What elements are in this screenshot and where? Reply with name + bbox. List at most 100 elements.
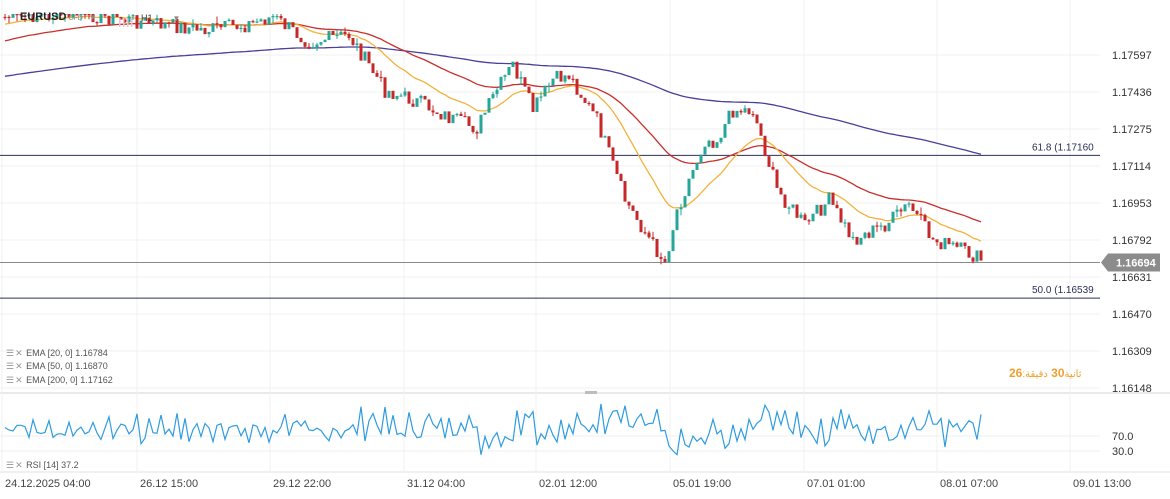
close-icon[interactable]: ✕ [15, 375, 22, 385]
candle-body [203, 27, 207, 35]
x-tick-label: 05.01 19:00 [673, 478, 731, 490]
candle-body [123, 19, 127, 23]
candle-body [391, 90, 395, 99]
y-tick-label: 1.16631 [1112, 272, 1152, 284]
candle-body [131, 15, 135, 17]
candle-body [295, 27, 299, 38]
candle-body [399, 95, 403, 97]
candle-body [971, 257, 975, 262]
chevron-down-icon[interactable]: ▼ [88, 13, 97, 22]
indicator-ema50[interactable]: ☰ ✕ EMA [50, 0] 1.16870 [6, 361, 108, 372]
candle-body [583, 97, 587, 103]
close-icon[interactable]: ✕ [15, 361, 22, 371]
candle-body [655, 238, 659, 258]
candle-body [411, 103, 415, 107]
candle-body [791, 204, 795, 208]
candle-body [335, 34, 339, 37]
close-icon[interactable]: ✕ [15, 348, 22, 358]
timer-separator: :ثانية [1022, 369, 1082, 380]
indicator-rsi[interactable]: ☰ ✕ RSI [14] 37.2 [6, 460, 79, 471]
candle-body [443, 111, 447, 120]
candle-body [695, 163, 699, 170]
symbol-selector[interactable]: EURUSD CFD ▼ [20, 11, 97, 23]
panel-resize-handle [585, 391, 597, 394]
candle-body [963, 242, 967, 247]
candle-body [939, 242, 943, 250]
indicator-ema20[interactable]: ☰ ✕ EMA [20, 0] 1.16784 [6, 348, 108, 359]
settings-icon[interactable]: ☰ [6, 348, 14, 358]
candle-body [507, 66, 511, 76]
candle-body [543, 85, 547, 97]
timeframe-selector[interactable]: H1 ▼ [141, 13, 180, 23]
candle-body [711, 140, 715, 148]
price-scale-tick-decor [127, 18, 129, 27]
indicator-value: 1.16784 [75, 348, 108, 358]
candle-body [183, 22, 187, 34]
y-tick-label: 1.17436 [1112, 87, 1152, 99]
indicator-ema200[interactable]: ☰ ✕ EMA [200, 0] 1.17162 [6, 375, 113, 386]
candle-body [759, 123, 763, 136]
candle-body [847, 222, 851, 238]
candle-body [799, 214, 803, 218]
indicator-value: 1.17162 [80, 375, 113, 385]
fibonacci-label: 50.0 (1.16539 [1032, 285, 1094, 296]
candle-body [595, 111, 599, 114]
rsi-level-label: 30.0 [1112, 446, 1133, 458]
candle-body [747, 108, 751, 115]
settings-icon[interactable]: ☰ [6, 460, 14, 470]
candle-body [195, 24, 199, 31]
indicator-label: RSI [14] [26, 460, 59, 470]
indicator-value: 37.2 [61, 460, 79, 470]
candle-body [427, 99, 431, 111]
candle-body [375, 73, 379, 77]
candle-body [327, 30, 331, 41]
candle-body [247, 21, 251, 33]
candle-body [191, 24, 195, 28]
candle-body [59, 14, 63, 16]
candle-body [751, 114, 755, 116]
candle-body [79, 14, 83, 16]
candle-body [467, 116, 471, 126]
candle-body [291, 22, 295, 28]
candle-body [559, 70, 563, 82]
candle-body [351, 37, 355, 45]
candle-body [611, 147, 615, 161]
candle-body [955, 242, 959, 247]
candle-body [311, 47, 315, 49]
candle-body [227, 19, 231, 21]
candle-body [243, 27, 247, 33]
ema-200-line [4, 46, 982, 155]
candle-body [787, 207, 791, 209]
candle-body [491, 94, 495, 99]
chevron-down-icon[interactable]: ▼ [172, 14, 181, 23]
candle-body [11, 14, 15, 18]
candle-body [235, 25, 239, 29]
candle-body [671, 230, 675, 252]
candle-body [475, 131, 479, 134]
settings-icon[interactable]: ☰ [6, 361, 14, 371]
candle-body [343, 31, 347, 34]
candle-body [387, 90, 391, 98]
candle-body [979, 250, 983, 261]
y-tick-label: 1.16953 [1112, 198, 1152, 210]
candle-body [323, 40, 327, 43]
candle-body [675, 209, 679, 231]
candle-body [819, 204, 823, 216]
candle-countdown: 26:ثانية30 دقيقة [1009, 366, 1082, 380]
y-tick-label: 1.17597 [1112, 50, 1152, 62]
y-tick-label: 1.16470 [1112, 309, 1152, 321]
candle-body [967, 246, 971, 258]
close-icon[interactable]: ✕ [15, 460, 22, 470]
candle-body [47, 14, 51, 20]
candle-body [943, 237, 947, 250]
candle-body [55, 14, 59, 18]
candle-body [355, 43, 359, 45]
candle-body [551, 78, 555, 86]
candle-body [487, 98, 491, 113]
candle-body [511, 61, 515, 67]
settings-icon[interactable]: ☰ [6, 375, 14, 385]
candle-body [783, 194, 787, 208]
candle-body [523, 77, 527, 87]
candle-body [331, 30, 335, 35]
